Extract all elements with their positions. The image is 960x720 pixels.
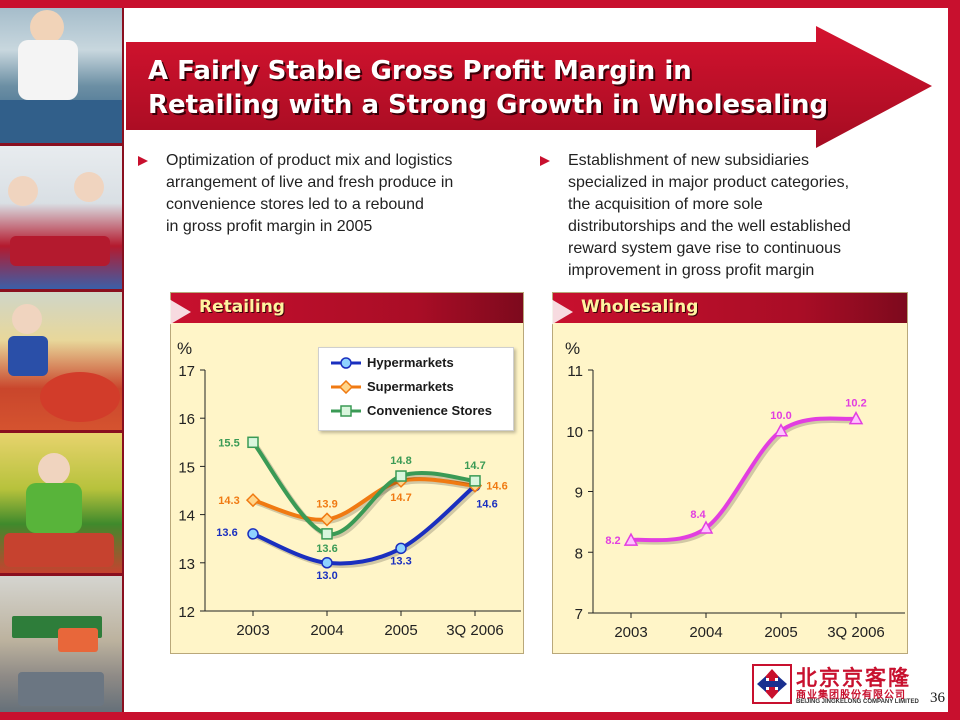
- photo-shopper-cart: [0, 433, 122, 573]
- bullet-icon: [138, 156, 148, 166]
- frame-top: [0, 0, 960, 8]
- page-number: 36: [930, 690, 945, 706]
- panel-tab-icon: [551, 299, 573, 325]
- data-point: [395, 542, 407, 555]
- x-tick-label: 3Q 2006: [446, 622, 504, 639]
- data-point: [623, 532, 639, 546]
- y-tick-label: 17: [178, 363, 195, 380]
- series-line: [251, 483, 477, 566]
- logo-chinese-subtitle: 商业集团股份有限公司: [796, 690, 906, 701]
- data-label: 14.7: [390, 492, 411, 504]
- data-point: [247, 528, 259, 540]
- y-tick-label: 12: [178, 604, 195, 621]
- y-axis-label: %: [565, 339, 580, 358]
- logo-arrows-icon: [752, 664, 792, 704]
- series-line: [251, 477, 477, 522]
- data-label: 14.6: [486, 481, 507, 493]
- y-tick-label: 15: [178, 459, 195, 476]
- photo-fruit-stand: [0, 292, 122, 430]
- data-point: [245, 493, 261, 508]
- y-axis-label: %: [177, 339, 192, 358]
- legend-label: Convenience Stores: [367, 403, 492, 418]
- data-label: 13.0: [316, 570, 337, 582]
- data-label: 10.2: [845, 398, 866, 410]
- photo-food-processing: [0, 146, 122, 289]
- data-point: [698, 520, 714, 534]
- data-point: [321, 528, 333, 540]
- wholesaling-line-chart: % 7 8 9 10 11 2003 2004 2005 3Q 2006 8.2 8.4 10.0 10.…: [565, 339, 905, 641]
- data-point: [773, 423, 789, 437]
- data-point: [469, 475, 481, 487]
- data-label: 10.0: [770, 410, 791, 422]
- series-line: [251, 440, 477, 536]
- data-label: 14.6: [476, 499, 497, 511]
- bullet-wholesale-growth: Establishment of new subsidiaries specia…: [540, 150, 920, 284]
- x-tick-label: 3Q 2006: [827, 624, 885, 641]
- legend-square-icon: [331, 405, 361, 417]
- legend-label: Supermarkets: [367, 379, 454, 394]
- bullet-icon: [540, 156, 550, 166]
- series-line-shadow: [632, 418, 859, 545]
- data-point: [247, 436, 259, 449]
- y-tick-label: 10: [566, 424, 583, 441]
- panel-tab-icon: [169, 299, 191, 325]
- photo-checkout-card: [0, 576, 122, 720]
- y-tick-label: 14: [178, 508, 195, 525]
- retailing-chart-panel: Retailing % 12 13 14 15 16 17 2003 2004 2005 3Q 20…: [169, 292, 524, 654]
- series-line-shadow: [253, 442, 478, 539]
- bullet-text: Establishment of new subsidiaries specia…: [568, 152, 851, 279]
- y-tick-label: 7: [575, 606, 583, 623]
- y-tick-label: 8: [575, 545, 583, 562]
- company-logo: 北京京客隆 商业集团股份有限公司 BEIJING JINGKELONG COMP…: [752, 662, 928, 710]
- series-line: [629, 416, 858, 543]
- x-tick-label: 2004: [689, 624, 722, 641]
- data-point: [395, 470, 407, 482]
- slide-title: A Fairly Stable Gross Profit Margin in R…: [148, 54, 828, 122]
- legend-circle-icon: [331, 357, 361, 369]
- title-line-2: Retailing with a Strong Growth in Wholes…: [148, 90, 829, 120]
- frame-bottom: [0, 712, 960, 720]
- bullet-retail-optimization: Optimization of product mix and logistic…: [138, 150, 528, 240]
- bullet-text: Optimization of product mix and logistic…: [166, 152, 454, 235]
- y-tick-label: 13: [178, 556, 195, 573]
- panel-header: Wholesaling: [551, 293, 907, 325]
- wholesaling-label: Wholesaling: [581, 297, 699, 317]
- data-label: 8.2: [605, 535, 620, 547]
- data-label: 13.6: [316, 543, 337, 555]
- data-label: 13.6: [216, 527, 237, 539]
- data-label: 14.8: [390, 455, 411, 467]
- title-arrow-banner: [126, 26, 932, 148]
- data-label: 13.9: [316, 498, 337, 510]
- retailing-line-chart: % 12 13 14 15 16 17 2003 2004 2005 3Q 2006 13.6 13.0…: [177, 339, 521, 639]
- wholesaling-chart-panel: Wholesaling % 7 8 9 10 11 2003 2004 2005 3Q 2006 8…: [551, 292, 908, 654]
- x-tick-label: 2004: [310, 622, 343, 639]
- x-tick-label: 2003: [614, 624, 647, 641]
- data-point: [321, 557, 333, 569]
- data-label: 8.4: [690, 509, 706, 521]
- photo-seafood-counter: [0, 0, 122, 143]
- logo-chinese-name: 北京京客隆: [796, 667, 911, 690]
- frame-right: [948, 0, 960, 720]
- data-point: [848, 411, 864, 425]
- legend-label: Hypermarkets: [367, 355, 454, 370]
- panel-header: Retailing: [169, 293, 523, 325]
- x-tick-label: 2003: [236, 622, 269, 639]
- y-tick-label: 9: [575, 485, 583, 502]
- data-label: 14.7: [464, 460, 485, 472]
- y-tick-label: 16: [178, 411, 195, 428]
- y-tick-label: 11: [567, 363, 583, 380]
- data-label: 13.3: [390, 555, 411, 567]
- data-point: [319, 512, 335, 527]
- x-tick-label: 2005: [764, 624, 797, 641]
- x-tick-label: 2005: [384, 622, 417, 639]
- logo-english-name: BEIJING JINGKELONG COMPANY LIMITED: [796, 699, 919, 705]
- retailing-label: Retailing: [199, 297, 285, 317]
- title-line-1: A Fairly Stable Gross Profit Margin in: [148, 56, 692, 86]
- data-label: 15.5: [218, 437, 239, 449]
- data-label: 14.3: [218, 495, 239, 507]
- chart-legend: Hypermarkets Supermarkets Convenience St…: [318, 347, 514, 431]
- legend-diamond-icon: [331, 380, 361, 394]
- photo-strip: [0, 0, 124, 720]
